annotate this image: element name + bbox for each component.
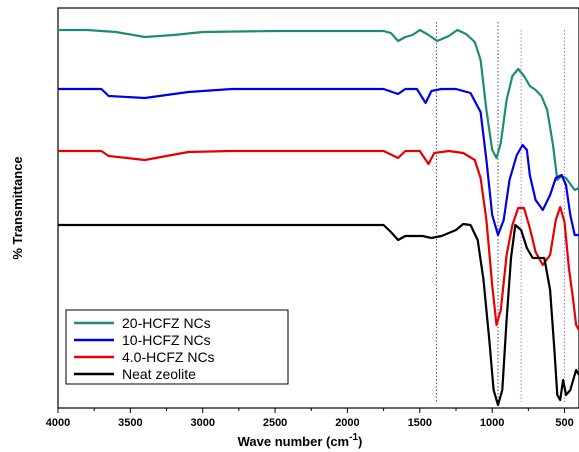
x-tick-label-3500: 3500 [118,417,142,429]
x-tick-label-4000: 4000 [46,417,70,429]
x-tick-label-1500: 1500 [408,417,432,429]
series-line-4 [58,222,579,407]
x-tick-label-500: 500 [555,417,573,429]
x-axis-label-main: Wave number (cm [238,434,350,449]
series-line-1 [58,28,579,192]
x-axis-label-superscript: -1 [349,432,358,443]
reference-lines [435,22,566,402]
x-axis-label: Wave number (cm-1) [238,432,363,449]
y-axis-label: % Transmittance [10,156,25,259]
plot-frame [57,7,579,409]
series-line-2 [58,87,579,237]
legend-label-4: Neat zeolite [122,366,196,382]
x-tick-label-3000: 3000 [190,417,214,429]
x-tick-label-2000: 2000 [335,417,359,429]
legend-label-2: 10-HCFZ NCs [122,332,211,348]
x-axis-ticks: 4000 3500 3000 2500 2000 1500 1000 500 [46,408,574,429]
series-line-3 [58,149,579,331]
legend-label-1: 20-HCFZ NCs [122,315,211,331]
x-tick-label-1000: 1000 [480,417,504,429]
legend-box [65,309,289,385]
legend-label-3: 4.0-HCFZ NCs [122,349,215,365]
series-layer [58,28,579,407]
x-axis-label-close: ) [358,434,362,449]
x-tick-label-2500: 2500 [263,417,287,429]
